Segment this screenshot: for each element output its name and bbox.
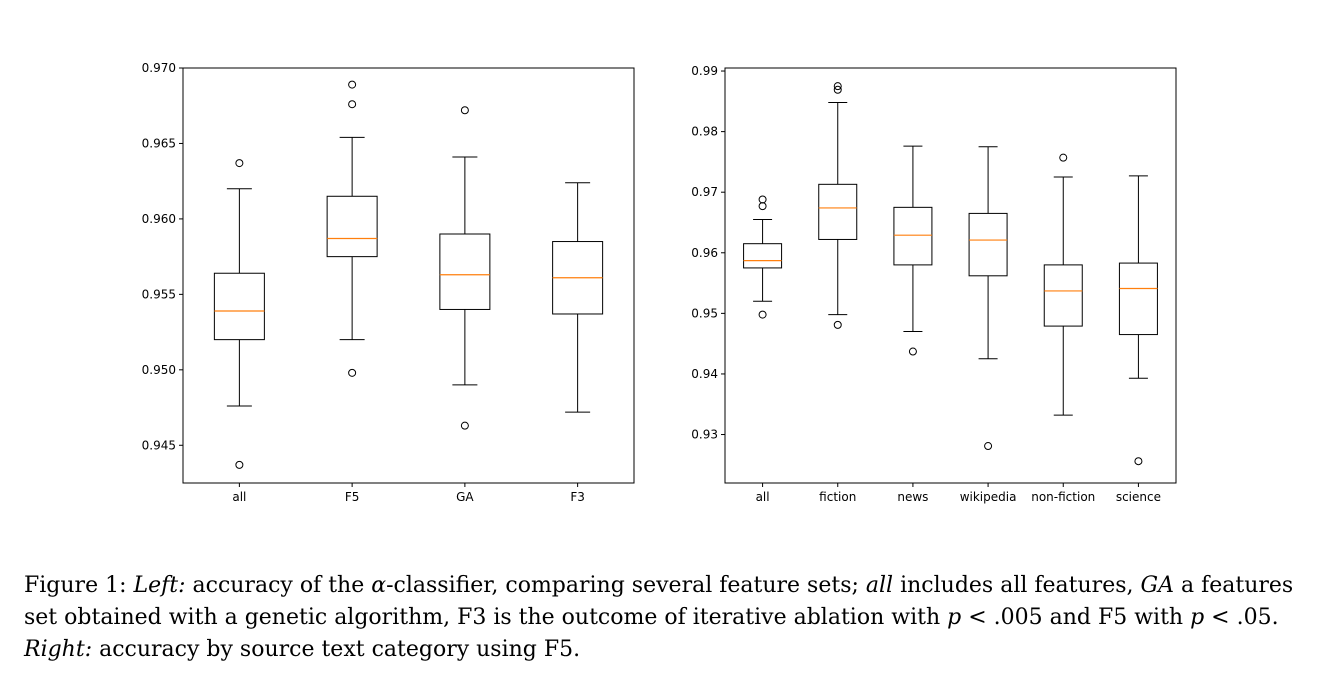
x-tick-label: science — [1116, 490, 1161, 504]
caption-text: accuracy by source text category using F… — [92, 637, 581, 662]
x-tick-label: wikipedia — [960, 490, 1017, 504]
box — [326, 195, 378, 258]
box — [213, 272, 265, 341]
y-tick-label: 0.98 — [691, 125, 718, 139]
box — [893, 206, 933, 266]
outlier-point — [758, 195, 767, 204]
box — [1118, 262, 1158, 336]
outlier-point — [758, 202, 767, 211]
caption-text: -classifier, comparing several feature s… — [386, 573, 866, 598]
outlier-point — [1059, 153, 1068, 162]
caption-p-symbol: p — [1190, 605, 1205, 630]
outlier-point — [348, 368, 357, 377]
caption-all-word: all — [865, 573, 894, 598]
outlier-point — [758, 310, 767, 319]
caption-text: accuracy of the — [185, 573, 372, 598]
box — [1043, 264, 1083, 327]
x-tick-label: all — [232, 490, 246, 504]
x-tick-label: GA — [456, 490, 474, 504]
y-tick-label: 0.97 — [691, 185, 718, 199]
y-tick-label: 0.95 — [691, 306, 718, 320]
outlier-point — [908, 347, 917, 356]
x-tick-label: all — [756, 490, 770, 504]
outlier-point — [833, 85, 842, 94]
caption-text: includes all features, — [893, 573, 1141, 598]
x-tick-label: F3 — [570, 490, 585, 504]
y-tick-label: 0.93 — [691, 428, 718, 442]
outlier-point — [348, 80, 357, 89]
outlier-point — [833, 320, 842, 329]
outlier-point — [235, 460, 244, 469]
caption-alpha: α — [371, 573, 387, 598]
box — [818, 183, 858, 240]
y-tick-label: 0.96 — [691, 246, 718, 260]
figure-caption: Figure 1: Left: accuracy of the α-classi… — [24, 570, 1309, 666]
axes-frame — [724, 67, 1177, 484]
caption-prefix: Figure 1: — [24, 573, 134, 598]
x-tick-label: F5 — [345, 490, 360, 504]
caption-p-symbol: p — [947, 605, 962, 630]
x-tick-label: non-fiction — [1031, 490, 1095, 504]
outlier-point — [1134, 457, 1143, 466]
y-tick-label: 0.965 — [142, 136, 176, 150]
box — [743, 243, 783, 269]
caption-left-label: Left: — [133, 573, 186, 598]
y-tick-label: 0.94 — [691, 367, 718, 381]
caption-ga-word: GA — [1140, 573, 1174, 598]
x-tick-label: news — [897, 490, 928, 504]
box — [439, 233, 491, 310]
y-tick-label: 0.945 — [142, 438, 176, 452]
outlier-point — [460, 421, 469, 430]
y-tick-label: 0.99 — [691, 64, 718, 78]
caption-text: < .005 and F5 with — [961, 605, 1191, 630]
outlier-point — [460, 106, 469, 115]
left-boxplot: 0.945 0.950 0.955 0.960 0.965 0.970 all F5 GA F3 — [142, 61, 635, 504]
axes-frame — [182, 67, 635, 484]
outlier-point — [833, 82, 842, 91]
y-tick-label: 0.955 — [142, 287, 176, 301]
outlier-point — [348, 100, 357, 109]
y-tick-label: 0.950 — [142, 363, 176, 377]
right-boxplot: 0.93 0.94 0.95 0.96 0.97 0.98 0.99 all fiction ne… — [691, 64, 1177, 504]
caption-text: < .05. — [1204, 605, 1279, 630]
caption-right-label: Right: — [24, 637, 93, 662]
y-tick-label: 0.960 — [142, 212, 176, 226]
x-tick-label: fiction — [819, 490, 856, 504]
box — [968, 212, 1008, 277]
outlier-point — [235, 159, 244, 168]
y-tick-label: 0.970 — [142, 61, 176, 75]
outlier-point — [984, 442, 993, 451]
caption-text: a features set obtained with a genetic a… — [24, 573, 1294, 630]
